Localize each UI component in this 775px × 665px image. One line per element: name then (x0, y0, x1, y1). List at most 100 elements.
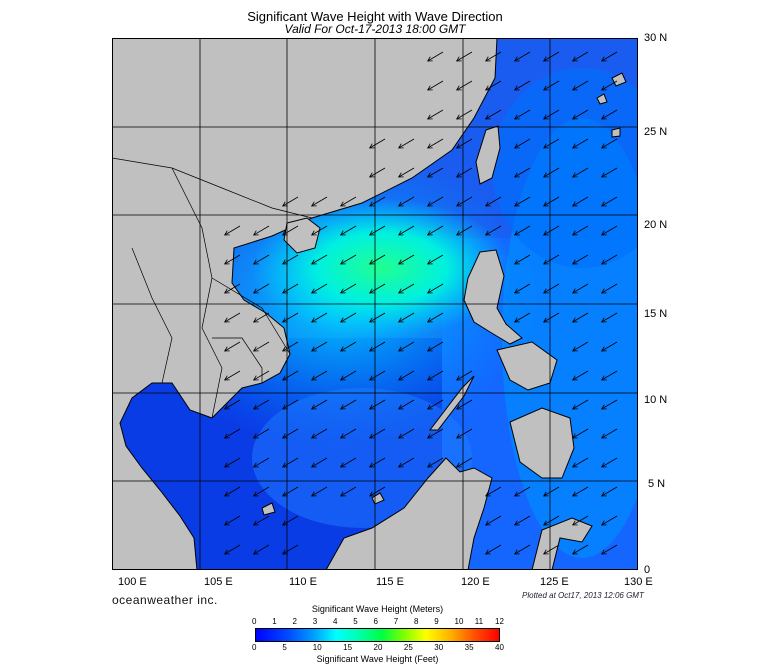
wave-arrow (485, 196, 502, 207)
wave-arrow-head (600, 114, 607, 120)
wave-arrow-head (513, 201, 520, 207)
wave-arrow-head (252, 259, 259, 265)
wave-arrow-head (223, 520, 230, 526)
wave-arrow (427, 80, 444, 91)
wave-arrow (253, 225, 270, 236)
lon-label: 120 E (461, 576, 490, 588)
wave-arrow-head (455, 56, 462, 62)
wave-arrow-head (310, 491, 317, 497)
wave-arrow-head (542, 230, 549, 236)
wave-arrow-head (339, 491, 346, 497)
wave-arrow-head (600, 172, 607, 178)
wave-arrow-head (281, 433, 288, 439)
colorbar-tick-label: 40 (495, 643, 504, 652)
wave-arrow-head (339, 259, 346, 265)
wave-arrow (369, 196, 386, 207)
wave-arrow (543, 80, 560, 91)
colorbar-tick-label: 20 (373, 643, 383, 652)
wave-arrow (369, 428, 386, 439)
wave-arrow-head (368, 375, 375, 381)
wave-arrow (572, 399, 589, 410)
wave-arrow (427, 167, 444, 178)
wave-arrow (514, 515, 531, 526)
wave-arrow-head (223, 433, 230, 439)
colorbar-tick-label: 5 (353, 617, 358, 626)
colorbar-tick-label: 1 (272, 617, 277, 626)
wave-arrow-head (368, 230, 375, 236)
wave-arrow-head (281, 288, 288, 294)
wave-arrow (224, 283, 241, 294)
wave-arrow-head (513, 520, 520, 526)
colorbar-tick-label: 25 (403, 643, 413, 652)
wave-arrow (601, 167, 618, 178)
wave-arrow-head (455, 375, 462, 381)
wave-arrow (224, 225, 241, 236)
wave-arrow-head (542, 491, 549, 497)
wave-arrow-head (310, 288, 317, 294)
wave-arrow (311, 399, 328, 410)
wave-arrow-head (426, 114, 433, 120)
wave-arrow-head (368, 491, 375, 497)
wave-arrow (572, 225, 589, 236)
wave-arrow-head (397, 259, 404, 265)
wave-arrow-head (252, 520, 259, 526)
wave-arrow (340, 341, 357, 352)
wave-arrow-head (339, 375, 346, 381)
wave-arrow-head (281, 230, 288, 236)
wave-arrow-head (542, 143, 549, 149)
wave-arrow-head (571, 114, 578, 120)
wave-arrow (543, 283, 560, 294)
wave-arrow (601, 196, 618, 207)
wave-arrow-head (455, 114, 462, 120)
wave-arrow-head (339, 317, 346, 323)
wave-arrow (282, 457, 299, 468)
wave-arrow-head (223, 288, 230, 294)
wave-arrow (340, 457, 357, 468)
wave-arrow-head (455, 143, 462, 149)
wave-arrow (572, 138, 589, 149)
wave-arrow-head (368, 346, 375, 352)
wave-arrow (514, 109, 531, 120)
wave-arrow (427, 341, 444, 352)
wave-arrow (253, 312, 270, 323)
wave-arrow-head (281, 549, 288, 555)
wave-arrow (427, 196, 444, 207)
wave-arrow (456, 225, 473, 236)
wave-arrow (514, 51, 531, 62)
lon-label: 115 E (376, 576, 404, 588)
wave-arrow-head (484, 491, 491, 497)
brand-logo-text: oceanweather inc. (112, 593, 218, 607)
colorbar-tick-label: 6 (373, 617, 378, 626)
wave-arrow (572, 341, 589, 352)
wave-arrow-head (542, 520, 549, 526)
wave-arrow-head (281, 462, 288, 468)
wave-arrow-head (571, 201, 578, 207)
wave-arrow (253, 341, 270, 352)
wave-arrow (369, 283, 386, 294)
wave-arrow (369, 167, 386, 178)
wave-arrow (601, 428, 618, 439)
wave-arrow (514, 486, 531, 497)
wave-arrow-head (397, 143, 404, 149)
wave-arrow-head (339, 288, 346, 294)
wave-arrow (311, 341, 328, 352)
wave-arrow-head (310, 375, 317, 381)
wave-arrow (398, 341, 415, 352)
wave-arrow-head (426, 462, 433, 468)
wave-arrow (427, 457, 444, 468)
wave-arrow-head (368, 201, 375, 207)
wave-arrow (485, 109, 502, 120)
wave-arrow-head (600, 404, 607, 410)
wave-arrow (514, 167, 531, 178)
wave-arrow-head (252, 346, 259, 352)
colorbar-tick-label: 4 (333, 617, 338, 626)
wave-arrow-head (426, 404, 433, 410)
wave-arrow-head (368, 433, 375, 439)
wave-arrow (427, 399, 444, 410)
wave-arrow-head (281, 346, 288, 352)
wave-arrow (311, 428, 328, 439)
lat-label: 30 N (644, 32, 668, 44)
wave-arrow-head (426, 201, 433, 207)
wave-arrow (572, 80, 589, 91)
wave-arrow-head (513, 143, 520, 149)
